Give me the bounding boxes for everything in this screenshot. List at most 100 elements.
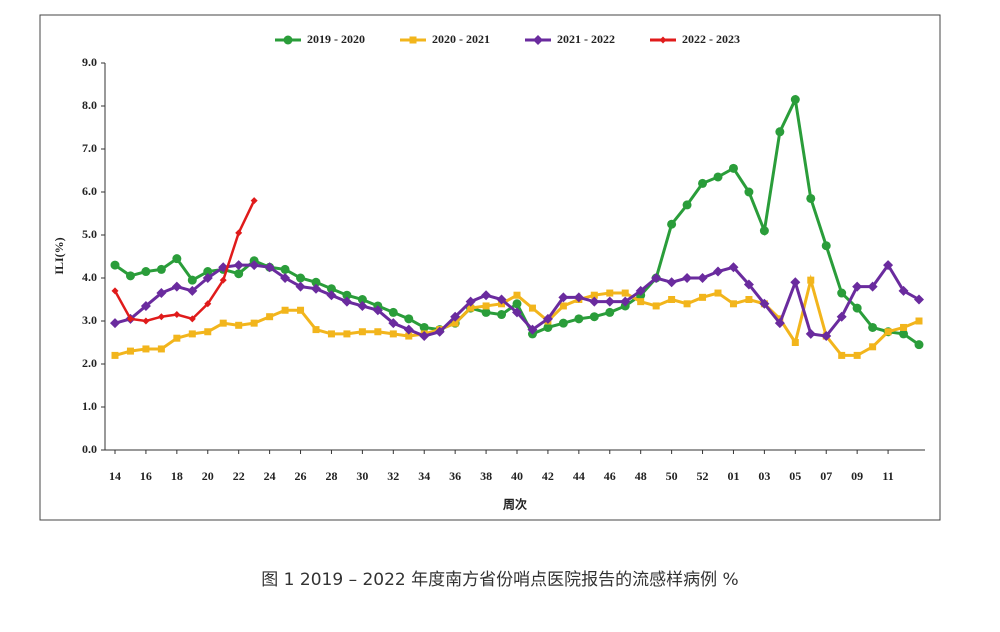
point — [666, 277, 677, 288]
point — [898, 285, 909, 296]
y-tick-label: 3.0 — [82, 313, 97, 327]
y-tick-label: 2.0 — [82, 356, 97, 370]
point — [172, 254, 182, 264]
point — [604, 296, 615, 307]
point — [202, 273, 213, 283]
point — [419, 331, 430, 342]
point — [141, 267, 151, 277]
x-tick-label: 30 — [356, 469, 368, 483]
point — [295, 281, 306, 292]
point — [203, 267, 213, 277]
point — [156, 288, 167, 299]
point — [296, 273, 306, 283]
point — [697, 273, 708, 283]
point — [482, 302, 490, 310]
point — [558, 318, 568, 328]
point — [542, 313, 553, 324]
y-tick-label: 1.0 — [82, 399, 97, 413]
y-axis-label: ILI(%) — [52, 237, 66, 274]
point — [234, 269, 244, 279]
x-tick-label: 48 — [635, 469, 647, 483]
point — [280, 273, 291, 283]
point — [110, 318, 120, 329]
point — [110, 260, 120, 270]
point — [235, 321, 243, 329]
x-tick-label: 36 — [449, 469, 461, 483]
point — [250, 319, 258, 327]
x-tick-label: 07 — [820, 469, 832, 483]
point — [533, 35, 543, 45]
point — [805, 328, 816, 339]
point — [187, 275, 197, 285]
point — [219, 276, 227, 284]
point — [250, 197, 258, 205]
point — [281, 306, 289, 314]
point — [837, 288, 847, 298]
point — [698, 178, 708, 188]
y-tick-label: 7.0 — [82, 141, 97, 155]
x-tick-label: 42 — [542, 469, 554, 483]
point — [374, 328, 382, 336]
point — [280, 264, 290, 274]
point — [512, 307, 522, 318]
y-tick-label: 5.0 — [82, 227, 97, 241]
series — [111, 197, 258, 325]
point — [235, 229, 243, 237]
point — [497, 310, 507, 320]
legend-label: 2020 - 2021 — [432, 32, 490, 46]
point — [745, 296, 753, 303]
x-tick-label: 20 — [202, 469, 214, 483]
x-tick-label: 52 — [697, 469, 709, 483]
point — [558, 292, 569, 303]
point — [682, 273, 693, 283]
point — [914, 340, 924, 350]
point — [343, 330, 351, 338]
point — [188, 330, 196, 338]
point — [204, 300, 212, 308]
point — [774, 318, 785, 329]
point — [606, 289, 614, 297]
point — [806, 193, 816, 203]
point — [790, 95, 800, 105]
point — [713, 266, 723, 277]
x-tick-label: 14 — [109, 469, 121, 483]
point — [637, 298, 645, 306]
point — [266, 313, 274, 321]
point — [807, 276, 815, 284]
point — [899, 329, 909, 339]
x-tick-label: 09 — [851, 469, 863, 483]
point — [481, 290, 492, 301]
point — [341, 296, 352, 307]
point — [126, 315, 134, 323]
point — [157, 345, 165, 353]
series-line — [113, 200, 256, 323]
point — [836, 311, 847, 322]
point — [358, 328, 366, 336]
point — [327, 330, 335, 338]
point — [156, 264, 166, 274]
x-tick-label: 50 — [666, 469, 678, 483]
point — [126, 347, 134, 355]
point — [713, 172, 723, 182]
point — [219, 319, 227, 327]
point — [388, 307, 398, 317]
chart-border — [39, 14, 941, 521]
point — [171, 281, 182, 292]
point — [729, 300, 737, 308]
point — [297, 306, 305, 314]
x-tick-label: 46 — [604, 469, 616, 483]
point — [264, 262, 275, 273]
point — [838, 351, 846, 359]
point — [590, 291, 598, 299]
point — [357, 295, 367, 304]
point — [513, 291, 521, 299]
x-tick-label: 03 — [758, 469, 770, 483]
x-tick-label: 44 — [573, 469, 585, 483]
point — [699, 293, 707, 301]
point — [852, 303, 862, 313]
x-tick-label: 05 — [789, 469, 801, 483]
point — [573, 292, 584, 303]
point — [465, 296, 476, 307]
point — [652, 302, 660, 310]
point — [140, 300, 151, 311]
